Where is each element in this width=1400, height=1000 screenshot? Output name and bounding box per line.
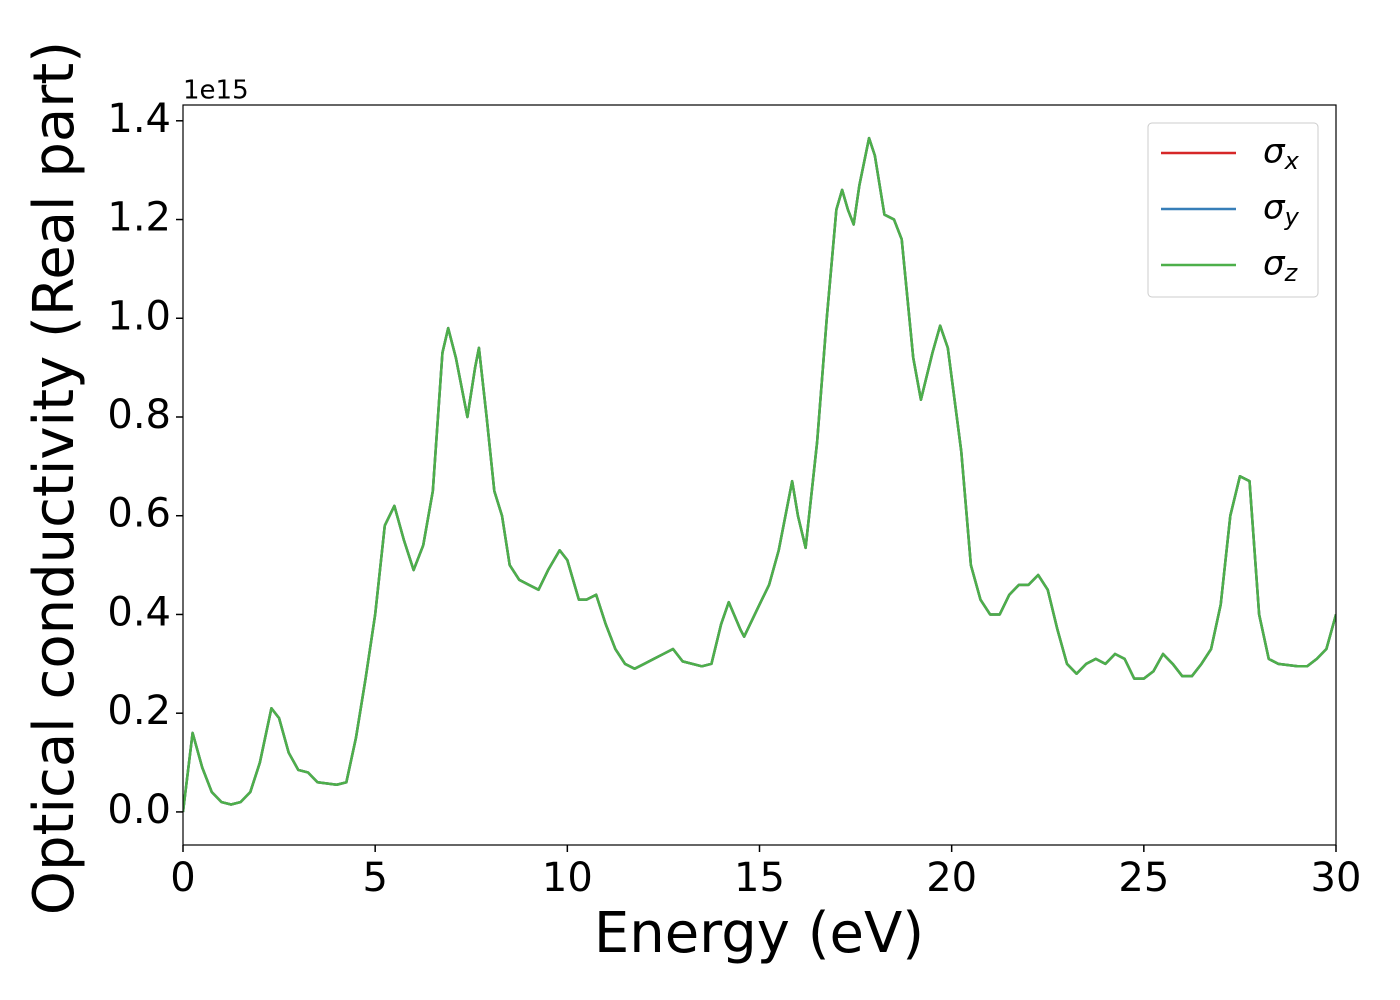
y-tick-label: 0.2 [107, 688, 171, 734]
x-tick-label: 30 [1311, 855, 1362, 901]
y-tick-label: 0.6 [107, 491, 171, 537]
y-tick-label: 0.8 [107, 392, 171, 438]
y-tick-label: 0.0 [107, 787, 171, 833]
y-axis-label: Optical conductivity (Real part) [22, 41, 87, 915]
plot-frame [182, 104, 1337, 846]
x-tick-label: 20 [926, 855, 977, 901]
y-tick-label: 0.4 [107, 589, 171, 635]
offset-text: 1e15 [183, 76, 249, 106]
x-tick-label: 15 [734, 855, 785, 901]
x-tick-label: 5 [362, 855, 387, 901]
y-tick-label: 1.4 [107, 96, 171, 142]
x-axis-label: Energy (eV) [594, 901, 924, 966]
x-tick-label: 25 [1118, 855, 1169, 901]
y-tick-label: 1.0 [107, 293, 171, 339]
x-tick-label: 10 [542, 855, 593, 901]
series-line [183, 136, 1336, 813]
x-tick-label: 0 [170, 855, 195, 901]
y-tick-label: 1.2 [107, 195, 171, 241]
